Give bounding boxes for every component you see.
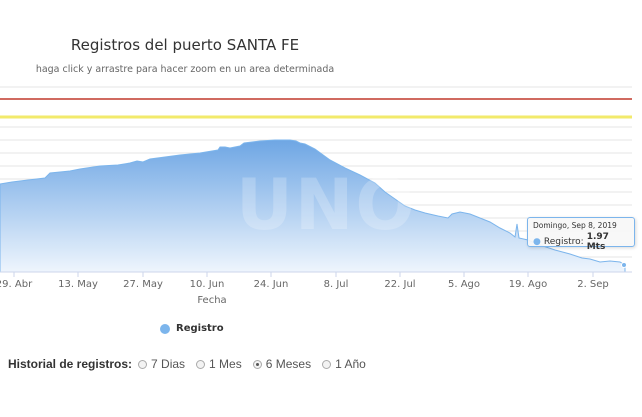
plot-area[interactable] (0, 0, 642, 300)
series-dot-icon: ● (533, 237, 541, 247)
hover-point-marker[interactable] (621, 262, 627, 268)
x-tick-label: 22. Jul (384, 279, 416, 290)
x-tick-label: 13. May (58, 279, 98, 290)
history-label: Historial de registros: (8, 357, 133, 371)
chart-subtitle: haga click y arrastre para hacer zoom en… (35, 64, 335, 75)
x-tick-label: 2. Sep (577, 279, 609, 290)
x-tick-label: 29. Abr (0, 279, 33, 290)
x-tick-label: 24. Jun (253, 279, 289, 290)
x-tick-label: 27. May (123, 279, 163, 290)
radio-checked-icon[interactable] (252, 359, 262, 369)
x-tick-label: 19. Ago (508, 279, 548, 290)
history-range-selector: Historial de registros: 7 Dias 1 Mes 6 M… (8, 357, 377, 371)
legend-dot-icon (160, 323, 170, 334)
radio-6-meses[interactable]: 6 Meses (252, 357, 312, 371)
x-tick-label: 5. Ago (447, 279, 481, 290)
radio-circle-icon[interactable] (138, 359, 148, 369)
radio-1-ano[interactable]: 1 Año (322, 357, 366, 371)
x-tick-label: 8. Jul (323, 279, 349, 290)
uno-watermark: UNO (236, 164, 417, 246)
legend-item-registro[interactable]: Registro (160, 323, 224, 334)
chart-title: Registros del puerto SANTA FE (70, 36, 300, 54)
radio-label: 6 Meses (265, 357, 312, 371)
legend-label: Registro (176, 323, 224, 334)
radio-label: 1 Mes (209, 357, 242, 371)
tooltip-series-label: Registro: (543, 237, 584, 247)
tooltip-value: 1.97 Mts (586, 232, 609, 252)
x-axis-title: Fecha (197, 295, 227, 306)
data-tooltip: Domingo, Sep 8, 2019 ● Registro: 1.97 Mt… (527, 217, 635, 252)
radio-circle-icon[interactable] (322, 359, 332, 369)
tooltip-date: Domingo, Sep 8, 2019 (533, 221, 617, 230)
radio-label: 7 Dias (151, 357, 186, 371)
radio-1-mes[interactable]: 1 Mes (196, 357, 242, 371)
radio-circle-icon[interactable] (196, 359, 206, 369)
x-axis-ticks (13, 272, 594, 277)
radio-7-dias[interactable]: 7 Dias (138, 357, 185, 371)
area-series-registro[interactable] (0, 139, 626, 273)
radio-label: 1 Año (335, 357, 366, 371)
x-tick-label: 10. Jun (189, 279, 225, 290)
